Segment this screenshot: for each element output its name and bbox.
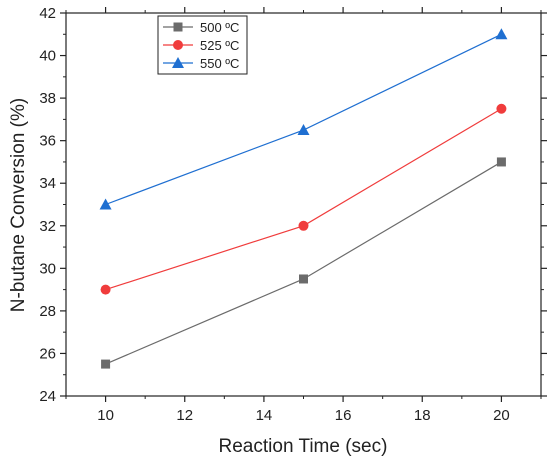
y-tick-label: 32 (39, 218, 56, 235)
data-point-s1-2 (496, 103, 507, 114)
x-axis-title: Reaction Time (sec) (219, 436, 388, 457)
y-axis-title: N-butane Conversion (%) (8, 98, 29, 312)
legend-label-2: 550 ºC (200, 56, 239, 71)
x-tick-label: 10 (97, 407, 114, 424)
data-point-s2-2 (495, 28, 508, 40)
y-tick-label: 30 (39, 260, 56, 277)
y-tick-label: 38 (39, 90, 56, 107)
x-tick-label: 12 (176, 407, 193, 424)
data-point-s0-1 (299, 274, 308, 284)
x-tick-label: 16 (335, 407, 352, 424)
legend-label-0: 500 ºC (200, 20, 239, 35)
plot-frame (65, 12, 542, 397)
y-tick-label: 26 (39, 345, 56, 362)
x-tick-label: 20 (493, 407, 510, 424)
legend: 500 ºC 525 ºC 550 ºC (157, 15, 248, 75)
legend-marker-1 (173, 40, 183, 50)
legend-marker-0 (173, 22, 183, 32)
series-line-0 (105, 161, 502, 365)
y-tick-label: 24 (39, 388, 56, 405)
series-line-1 (105, 108, 502, 291)
x-tick-label: 14 (256, 407, 273, 424)
data-point-s0-2 (496, 157, 506, 167)
data-point-s1-0 (100, 284, 111, 295)
data-point-s0-0 (101, 359, 111, 369)
data-point-s2-1 (297, 124, 310, 136)
y-tick-label: 34 (39, 175, 56, 192)
y-tick-label: 28 (39, 303, 56, 320)
y-tick-label: 42 (39, 5, 56, 22)
x-tick-label: 18 (414, 407, 431, 424)
legend-marker-2 (172, 57, 184, 68)
y-tick-label: 40 (39, 48, 56, 65)
y-tick-label: 36 (39, 133, 56, 150)
data-point-s1-1 (298, 220, 309, 231)
data-point-s2-0 (99, 198, 112, 210)
legend-label-1: 525 ºC (200, 38, 239, 53)
